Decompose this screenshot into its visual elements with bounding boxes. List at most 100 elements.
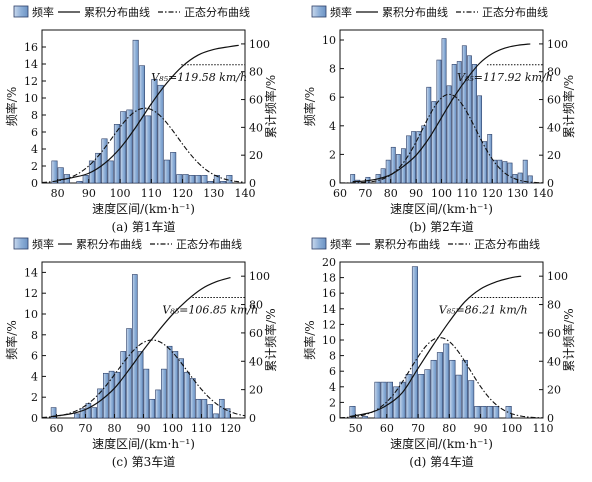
y2-tick-label: 20	[547, 149, 561, 162]
bar	[155, 389, 161, 419]
y-tick-label: 0	[31, 412, 38, 425]
y-tick-label: 12	[24, 75, 38, 88]
bar	[74, 413, 80, 419]
x-axis-ticks: 60 70 80 90 100 110 120	[50, 414, 241, 435]
normal-curve	[339, 93, 544, 184]
x-tick-label: 80	[384, 187, 398, 200]
y-axis-label: 频率/%	[4, 87, 19, 126]
y-tick-label: 6	[31, 350, 38, 363]
y-tick-label: 12	[322, 318, 336, 331]
y-tick-label: 16	[24, 41, 38, 54]
y2-tick-label: 80	[547, 66, 561, 79]
x-tick-label: 80	[108, 422, 122, 435]
bar	[161, 368, 167, 419]
normal-curve	[41, 107, 246, 184]
bar	[149, 398, 155, 419]
bar	[386, 381, 393, 419]
legend-label-normal: 正态分布曲线	[482, 5, 548, 19]
bar	[143, 368, 150, 419]
bar	[103, 372, 109, 419]
bar	[443, 343, 450, 419]
panel-caption: (b) 第2车道	[409, 219, 474, 234]
x-axis-label: 速度区间/(km·h⁻¹)	[92, 436, 195, 451]
bar	[424, 369, 431, 419]
bar	[138, 65, 145, 184]
y-tick-label: 16	[322, 287, 336, 300]
y-tick-label: 14	[24, 266, 38, 279]
bar	[226, 175, 233, 184]
y-axis-ticks: 0 2 4 6 8 10	[322, 34, 344, 190]
y2-tick-label: 20	[547, 384, 561, 397]
bar	[166, 345, 173, 419]
bar	[527, 175, 533, 184]
bar	[201, 175, 208, 184]
x-tick-label: 140	[533, 187, 554, 200]
bar	[418, 374, 425, 419]
bar	[405, 374, 412, 419]
bar	[411, 266, 418, 419]
panel-caption: (c) 第3车道	[112, 454, 176, 469]
bar	[493, 405, 500, 419]
bar	[82, 175, 89, 184]
bar	[184, 371, 190, 419]
bar	[461, 359, 468, 419]
y-tick-label: 6	[31, 126, 38, 139]
bar	[522, 159, 528, 184]
legend-swatch-freq	[13, 237, 29, 250]
y-axis-label: 频率/%	[302, 87, 317, 126]
x-tick-label: 110	[456, 187, 477, 200]
y2-tick-label: 20	[249, 384, 263, 397]
bar	[79, 408, 86, 419]
y2-axis-ticks: 0 20 40 60 80 100	[539, 38, 568, 190]
x-tick-label: 120	[482, 187, 503, 200]
y-tick-label: 10	[24, 308, 38, 321]
legend-label-cum: 累积分布曲线	[84, 5, 150, 19]
x-tick-label: 110	[191, 422, 212, 435]
bar	[76, 181, 83, 184]
bar	[456, 61, 462, 184]
legend-swatch-freq	[311, 237, 327, 250]
x-axis-ticks: 50 60 70 80 90 100 110	[349, 414, 554, 435]
bar	[446, 85, 452, 184]
y2-tick-label: 100	[547, 270, 568, 283]
x-tick-label: 130	[507, 187, 528, 200]
y2-tick-label: 60	[249, 94, 263, 107]
legend-label-cum: 累积分布曲线	[374, 237, 440, 251]
y2-tick-label: 80	[249, 299, 263, 312]
y2-tick-label: 20	[249, 149, 263, 162]
bar	[182, 174, 189, 184]
y-tick-label: 0	[329, 177, 336, 190]
x-tick-label: 90	[82, 187, 96, 200]
legend-label-normal: 正态分布曲线	[184, 5, 250, 19]
bar	[436, 352, 443, 419]
x-axis-ticks: 80 90 100 110 120 130 140	[51, 179, 256, 200]
bar	[480, 405, 487, 419]
v85-label: V₈₅=86.21 km/h	[439, 303, 528, 316]
normal-curve	[41, 339, 246, 419]
y-tick-label: 6	[329, 365, 336, 378]
bar	[107, 160, 114, 184]
bar	[85, 403, 92, 419]
bar	[472, 64, 477, 184]
bar	[172, 351, 179, 419]
bar	[482, 141, 488, 184]
y2-axis-label: 累计频率/%	[263, 75, 278, 138]
bar	[190, 378, 196, 419]
bar	[207, 404, 213, 419]
bar	[349, 405, 356, 419]
y2-axis-label: 累计频率/%	[561, 308, 576, 371]
y2-tick-label: 40	[249, 355, 263, 368]
x-tick-label: 100	[162, 422, 183, 435]
bars	[50, 274, 231, 419]
x-tick-label: 110	[141, 187, 162, 200]
y2-tick-label: 40	[249, 121, 263, 134]
bar	[487, 134, 493, 184]
bar	[468, 380, 475, 419]
y2-tick-label: 80	[547, 299, 561, 312]
bar	[466, 55, 472, 184]
bar	[517, 172, 523, 184]
bar	[380, 381, 387, 419]
x-tick-label: 110	[533, 422, 554, 435]
